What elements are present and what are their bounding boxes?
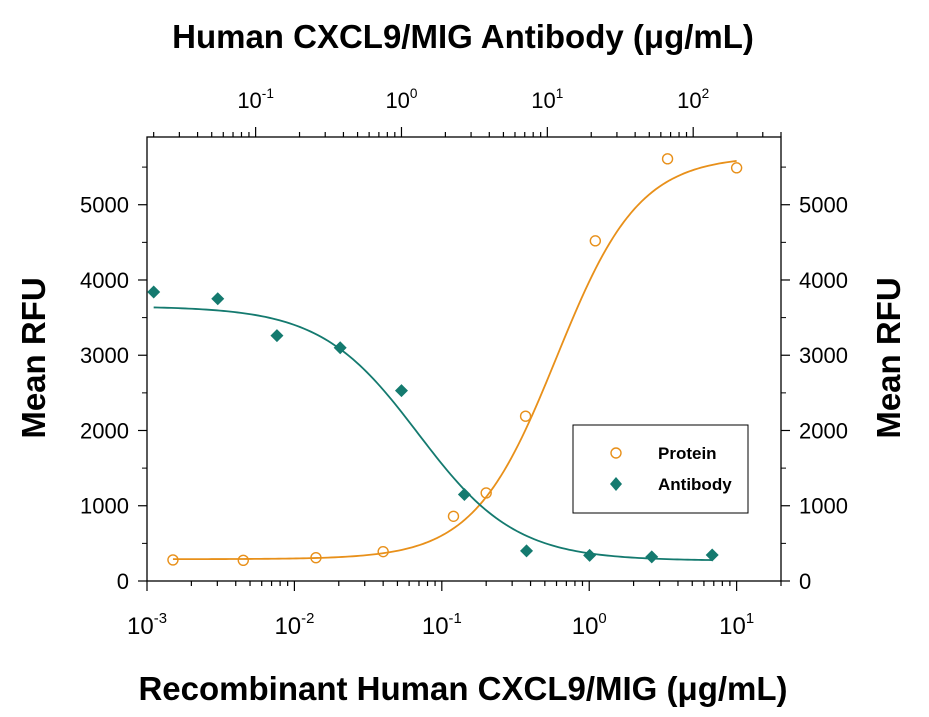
y-tick-label: 5000 [80, 193, 129, 218]
legend-protein-marker [610, 447, 622, 459]
y-tick-label: 0 [117, 569, 129, 594]
plot-frame [146, 136, 782, 582]
protein-point [519, 410, 532, 422]
y-tick-label: 1000 [80, 494, 129, 519]
protein-point [377, 545, 389, 558]
legend-box [572, 424, 749, 514]
antibody-point [520, 544, 534, 558]
protein-point [310, 551, 322, 564]
top-tick-label: 10-1 [237, 86, 274, 113]
protein-point [480, 487, 492, 499]
x-tick-label: 101 [719, 611, 754, 640]
y2-tick-label: 0 [799, 569, 811, 594]
antibody-fit-curve [153, 306, 713, 561]
protein-point [167, 554, 179, 566]
protein-point [237, 554, 249, 567]
legend-antibody-marker [610, 477, 622, 491]
axis-ticks [138, 127, 790, 591]
x-tick-label: 10-1 [422, 611, 462, 640]
antibody-point [583, 548, 597, 562]
legend-protein-label: Protein [658, 444, 717, 463]
antibody-point [147, 285, 161, 299]
antibody-point [394, 384, 408, 398]
y2-tick-label: 4000 [799, 268, 848, 293]
top-tick-label: 100 [385, 86, 417, 113]
axis-tick-labels: 10-3 10-2 10-1 100 101 10-1 100 101 102 0 0 1000 100… [80, 86, 848, 640]
x-tick-label: 100 [572, 611, 607, 640]
y2-tick-label: 2000 [799, 418, 848, 443]
x-tick-label: 10-2 [274, 611, 314, 640]
data-points [147, 153, 743, 567]
legend-antibody-label: Antibody [658, 475, 732, 494]
y2-tick-label: 5000 [799, 193, 848, 218]
y-tick-label: 4000 [80, 268, 129, 293]
protein-point [730, 162, 743, 174]
protein-point [447, 510, 460, 522]
antibody-point [333, 341, 347, 355]
y2-axis-title: Mean RFU [870, 277, 907, 438]
fit-curves [153, 160, 737, 561]
x-axis-title: Recombinant Human CXCL9/MIG (μg/mL) [138, 670, 787, 707]
protein-point [589, 235, 602, 247]
top-axis-title: Human CXCL9/MIG Antibody (μg/mL) [172, 18, 754, 55]
legend: Protein Antibody [572, 424, 749, 514]
top-tick-label: 102 [677, 86, 709, 113]
y2-tick-label: 1000 [799, 494, 848, 519]
antibody-point [645, 550, 659, 564]
antibody-point [457, 487, 471, 501]
x-tick-label: 10-3 [127, 611, 167, 640]
y-tick-label: 3000 [80, 343, 129, 368]
antibody-point [705, 548, 719, 562]
y-axis-title: Mean RFU [15, 277, 52, 438]
antibody-point [270, 329, 284, 343]
y-tick-label: 2000 [80, 418, 129, 443]
protein-fit-curve [172, 160, 737, 561]
top-tick-label: 101 [531, 86, 563, 113]
protein-point [661, 153, 674, 165]
y2-tick-label: 3000 [799, 343, 848, 368]
antibody-point [211, 292, 225, 306]
